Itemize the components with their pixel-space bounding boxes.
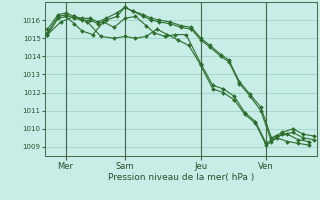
X-axis label: Pression niveau de la mer( hPa ): Pression niveau de la mer( hPa ) [108,173,254,182]
